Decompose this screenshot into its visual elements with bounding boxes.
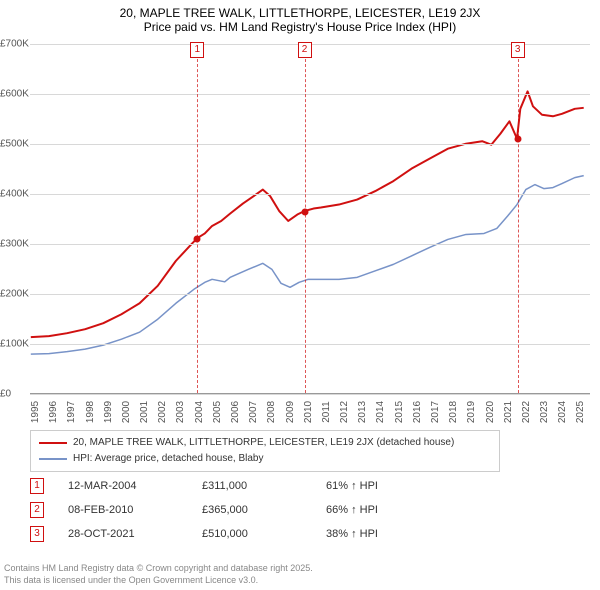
x-tick-label: 2025 — [575, 401, 586, 423]
x-tick-label: 2013 — [357, 401, 368, 423]
y-tick-label: £700K — [0, 39, 40, 50]
marker-line — [305, 44, 306, 393]
y-tick-label: £200K — [0, 289, 40, 300]
event-hpi: 61% ↑ HPI — [326, 480, 446, 492]
gridline — [30, 194, 590, 195]
chart-container: 20, MAPLE TREE WALK, LITTLETHORPE, LEICE… — [0, 0, 600, 590]
event-price: £311,000 — [202, 480, 302, 492]
legend-swatch-price-paid — [39, 442, 67, 444]
marker-line — [518, 44, 519, 393]
event-row: 3 28-OCT-2021 £510,000 38% ↑ HPI — [30, 522, 446, 546]
x-tick-label: 2001 — [139, 401, 150, 423]
x-tick-label: 2016 — [412, 401, 423, 423]
y-tick-label: £300K — [0, 239, 40, 250]
gridline — [30, 344, 590, 345]
gridline — [30, 244, 590, 245]
event-hpi: 66% ↑ HPI — [326, 504, 446, 516]
y-tick-label: £100K — [0, 339, 40, 350]
event-date: 12-MAR-2004 — [68, 480, 178, 492]
x-tick-label: 2000 — [121, 401, 132, 423]
title-line-2: Price paid vs. HM Land Registry's House … — [0, 20, 600, 34]
x-tick-label: 2021 — [503, 401, 514, 423]
marker-dot — [514, 136, 521, 143]
legend: 20, MAPLE TREE WALK, LITTLETHORPE, LEICE… — [30, 430, 500, 472]
x-tick-label: 2020 — [485, 401, 496, 423]
footer-line-1: Contains HM Land Registry data © Crown c… — [4, 562, 313, 574]
x-tick-label: 2019 — [466, 401, 477, 423]
footer-line-2: This data is licensed under the Open Gov… — [4, 574, 313, 586]
x-tick-label: 2017 — [430, 401, 441, 423]
x-tick-label: 1996 — [48, 401, 59, 423]
x-tick-label: 2002 — [157, 401, 168, 423]
gridline — [30, 294, 590, 295]
x-tick-label: 2014 — [375, 401, 386, 423]
gridline — [30, 144, 590, 145]
legend-row-hpi: HPI: Average price, detached house, Blab… — [39, 451, 491, 467]
event-marker-1: 1 — [30, 478, 44, 494]
x-tick-label: 2011 — [321, 401, 332, 423]
event-date: 08-FEB-2010 — [68, 504, 178, 516]
x-tick-label: 1998 — [85, 401, 96, 423]
event-row: 1 12-MAR-2004 £311,000 61% ↑ HPI — [30, 474, 446, 498]
marker-dot — [194, 235, 201, 242]
marker-dot — [301, 208, 308, 215]
x-tick-label: 2005 — [212, 401, 223, 423]
plot-area: £0£100K£200K£300K£400K£500K£600K£700K199… — [30, 44, 590, 394]
x-tick-label: 2003 — [175, 401, 186, 423]
y-tick-label: £600K — [0, 89, 40, 100]
x-tick-label: 2009 — [285, 401, 296, 423]
y-tick-label: £0 — [0, 389, 40, 400]
event-table: 1 12-MAR-2004 £311,000 61% ↑ HPI 2 08-FE… — [30, 474, 446, 546]
x-tick-label: 1997 — [66, 401, 77, 423]
chart-title: 20, MAPLE TREE WALK, LITTLETHORPE, LEICE… — [0, 0, 600, 34]
y-tick-label: £500K — [0, 139, 40, 150]
x-tick-label: 2023 — [539, 401, 550, 423]
y-tick-label: £400K — [0, 189, 40, 200]
title-line-1: 20, MAPLE TREE WALK, LITTLETHORPE, LEICE… — [0, 6, 600, 20]
event-price: £510,000 — [202, 528, 302, 540]
x-tick-label: 2007 — [248, 401, 259, 423]
event-marker-2: 2 — [30, 502, 44, 518]
x-tick-label: 2022 — [521, 401, 532, 423]
event-price: £365,000 — [202, 504, 302, 516]
x-tick-label: 2012 — [339, 401, 350, 423]
x-tick-label: 2004 — [194, 401, 205, 423]
series-price_paid — [31, 91, 584, 337]
legend-row-price-paid: 20, MAPLE TREE WALK, LITTLETHORPE, LEICE… — [39, 435, 491, 451]
legend-swatch-hpi — [39, 458, 67, 460]
event-hpi: 38% ↑ HPI — [326, 528, 446, 540]
legend-label-price-paid: 20, MAPLE TREE WALK, LITTLETHORPE, LEICE… — [73, 435, 454, 451]
marker-box: 3 — [511, 42, 525, 58]
x-tick-label: 2024 — [557, 401, 568, 423]
marker-box: 1 — [190, 42, 204, 58]
gridline — [30, 94, 590, 95]
x-tick-label: 2006 — [230, 401, 241, 423]
chart-lines — [30, 44, 590, 393]
x-tick-label: 1995 — [30, 401, 41, 423]
x-tick-label: 1999 — [103, 401, 114, 423]
marker-box: 2 — [298, 42, 312, 58]
marker-line — [197, 44, 198, 393]
x-tick-label: 2015 — [394, 401, 405, 423]
x-tick-label: 2018 — [448, 401, 459, 423]
event-marker-3: 3 — [30, 526, 44, 542]
gridline — [30, 394, 590, 395]
x-tick-label: 2008 — [266, 401, 277, 423]
event-date: 28-OCT-2021 — [68, 528, 178, 540]
legend-label-hpi: HPI: Average price, detached house, Blab… — [73, 451, 264, 467]
x-tick-label: 2010 — [303, 401, 314, 423]
series-hpi — [31, 176, 584, 354]
footer-attribution: Contains HM Land Registry data © Crown c… — [4, 562, 313, 586]
event-row: 2 08-FEB-2010 £365,000 66% ↑ HPI — [30, 498, 446, 522]
